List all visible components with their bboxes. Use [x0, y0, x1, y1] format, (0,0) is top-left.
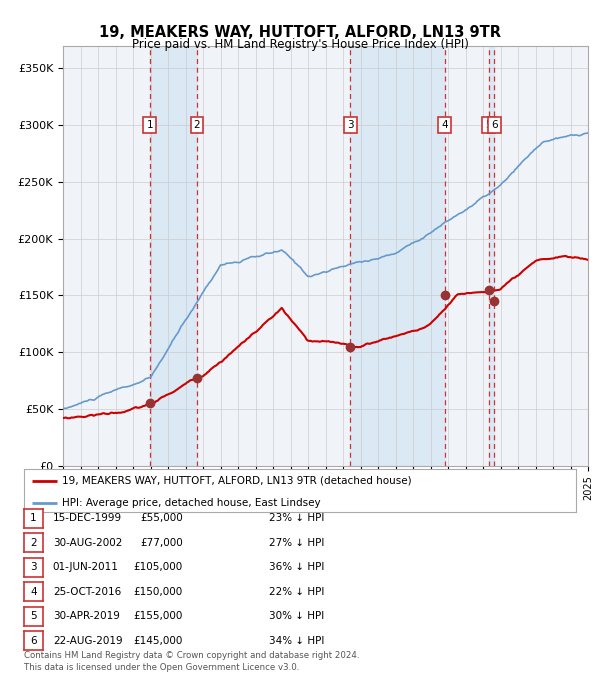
Text: Price paid vs. HM Land Registry's House Price Index (HPI): Price paid vs. HM Land Registry's House … — [131, 38, 469, 51]
Text: 30-AUG-2002: 30-AUG-2002 — [53, 538, 122, 547]
Text: 30-APR-2019: 30-APR-2019 — [53, 611, 119, 621]
Text: 3: 3 — [30, 562, 37, 572]
Text: 2: 2 — [194, 120, 200, 130]
Text: £55,000: £55,000 — [140, 513, 183, 523]
Text: 1: 1 — [30, 513, 37, 523]
Text: 6: 6 — [30, 636, 37, 645]
Text: 1: 1 — [146, 120, 153, 130]
Text: 30% ↓ HPI: 30% ↓ HPI — [269, 611, 324, 621]
Text: £150,000: £150,000 — [134, 587, 183, 596]
Bar — [489, 46, 494, 466]
Text: £145,000: £145,000 — [134, 636, 183, 645]
Text: 19, MEAKERS WAY, HUTTOFT, ALFORD, LN13 9TR (detached house): 19, MEAKERS WAY, HUTTOFT, ALFORD, LN13 9… — [62, 476, 411, 486]
Text: 3: 3 — [347, 120, 353, 130]
Text: This data is licensed under the Open Government Licence v3.0.: This data is licensed under the Open Gov… — [24, 663, 299, 672]
Text: 4: 4 — [442, 120, 448, 130]
Text: Contains HM Land Registry data © Crown copyright and database right 2024.: Contains HM Land Registry data © Crown c… — [24, 651, 359, 660]
Text: 22% ↓ HPI: 22% ↓ HPI — [269, 587, 324, 596]
Text: 23% ↓ HPI: 23% ↓ HPI — [269, 513, 324, 523]
Bar — [150, 46, 197, 466]
Text: 36% ↓ HPI: 36% ↓ HPI — [269, 562, 324, 572]
Text: HPI: Average price, detached house, East Lindsey: HPI: Average price, detached house, East… — [62, 498, 320, 507]
Text: 01-JUN-2011: 01-JUN-2011 — [53, 562, 119, 572]
Bar — [350, 46, 445, 466]
Text: 19, MEAKERS WAY, HUTTOFT, ALFORD, LN13 9TR: 19, MEAKERS WAY, HUTTOFT, ALFORD, LN13 9… — [99, 25, 501, 40]
Text: 6: 6 — [491, 120, 497, 130]
Text: 15-DEC-1999: 15-DEC-1999 — [53, 513, 122, 523]
Text: £155,000: £155,000 — [134, 611, 183, 621]
Text: 27% ↓ HPI: 27% ↓ HPI — [269, 538, 324, 547]
Text: £105,000: £105,000 — [134, 562, 183, 572]
Text: 5: 5 — [30, 611, 37, 621]
Text: 34% ↓ HPI: 34% ↓ HPI — [269, 636, 324, 645]
Text: 4: 4 — [30, 587, 37, 596]
Text: 25-OCT-2016: 25-OCT-2016 — [53, 587, 121, 596]
Text: 2: 2 — [30, 538, 37, 547]
Text: 5: 5 — [485, 120, 492, 130]
Text: 22-AUG-2019: 22-AUG-2019 — [53, 636, 122, 645]
Text: £77,000: £77,000 — [140, 538, 183, 547]
